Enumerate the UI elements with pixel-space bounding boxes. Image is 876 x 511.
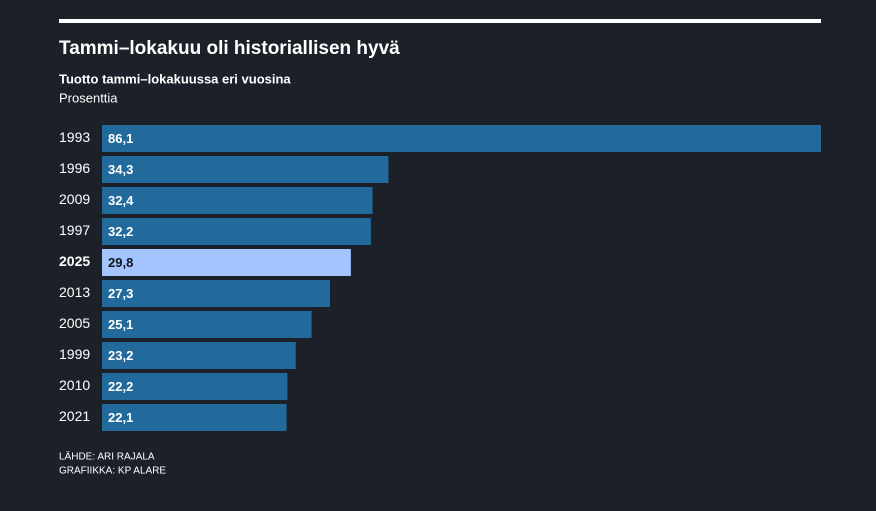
credit: GRAFIIKKA: KP ALARE xyxy=(59,466,166,477)
bar xyxy=(102,187,373,214)
bar xyxy=(102,342,296,369)
data-label: 32,4 xyxy=(108,193,134,208)
chart-title: Tammi–lokakuu oli historiallisen hyvä xyxy=(59,38,400,59)
source: LÄHDE: ARI RAJALA xyxy=(59,451,155,463)
top-rule xyxy=(59,19,821,23)
data-label: 25,1 xyxy=(108,317,133,332)
bar xyxy=(102,280,330,307)
bar xyxy=(102,156,389,183)
data-label: 34,3 xyxy=(108,162,133,177)
bar xyxy=(102,311,312,338)
y-tick-label: 2010 xyxy=(59,377,90,393)
data-label: 22,1 xyxy=(108,410,133,425)
data-label: 27,3 xyxy=(108,286,133,301)
y-tick-label: 2009 xyxy=(59,191,90,207)
y-tick-label: 1997 xyxy=(59,222,90,238)
bar xyxy=(102,218,371,245)
unit-label: Prosenttia xyxy=(59,90,118,105)
y-tick-label: 2005 xyxy=(59,315,90,331)
bar xyxy=(102,404,287,431)
y-tick-label: 1999 xyxy=(59,346,90,362)
y-tick-label: 1996 xyxy=(59,160,90,176)
y-tick-label: 2013 xyxy=(59,284,90,300)
y-tick-label: 2021 xyxy=(59,408,90,424)
data-label: 29,8 xyxy=(108,255,133,270)
data-label: 86,1 xyxy=(108,131,133,146)
bar xyxy=(102,249,351,276)
bar xyxy=(102,125,821,152)
bar xyxy=(102,373,288,400)
y-tick-label: 1993 xyxy=(59,129,90,145)
data-label: 32,2 xyxy=(108,224,133,239)
data-label: 22,2 xyxy=(108,379,133,394)
y-tick-label: 2025 xyxy=(59,253,90,269)
data-label: 23,2 xyxy=(108,348,133,363)
chart-subtitle: Tuotto tammi–lokakuussa eri vuosina xyxy=(59,71,291,86)
